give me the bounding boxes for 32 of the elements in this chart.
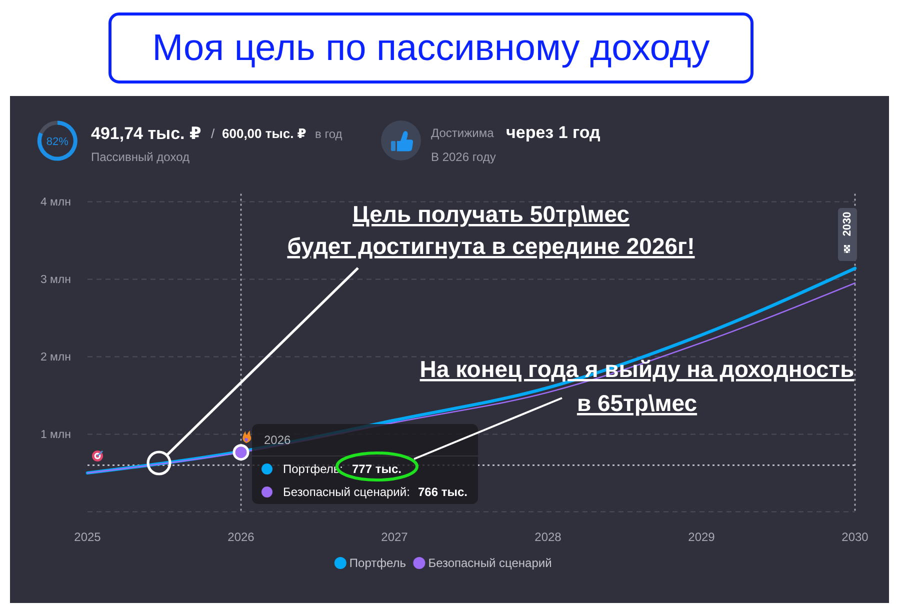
text: 491,74 тыс. ₽	[91, 124, 202, 143]
x-tick-label: 2029	[688, 530, 716, 544]
text: Моя цель по пассивному доходу	[152, 27, 710, 68]
text: через 1 год	[506, 123, 601, 142]
text: В 2026 году	[431, 150, 496, 164]
annotation: 766 тыс.	[418, 485, 468, 499]
legend-label: Портфель	[349, 556, 406, 570]
y-tick-label: 2 млн	[40, 352, 71, 364]
annotation: Цель получать 50тр\мес	[352, 201, 630, 227]
x-tick-label: 2027	[381, 530, 408, 544]
annotation: 2026	[264, 433, 292, 447]
y-tick-label: 1 млн	[40, 429, 71, 442]
text: /	[211, 126, 215, 141]
y-tick-label: 4 млн	[40, 196, 71, 209]
text: Пассивный доход	[91, 150, 190, 164]
x-tick-label: 2026	[228, 530, 255, 544]
annotation: в 65тр\мес	[576, 390, 698, 416]
text: в год	[315, 127, 342, 141]
x-tick-label: 2030	[842, 530, 869, 544]
annotation: Безопасный сценарий:	[283, 485, 410, 499]
annotation: будет достигнута в середине 2026г!	[287, 233, 695, 259]
donut-slice	[37, 120, 78, 161]
x-tick-label: 2028	[534, 530, 562, 544]
y-tick-label: 3 млн	[40, 274, 71, 286]
legend-label: Безопасный сценарий	[428, 556, 552, 570]
text: 600,00 тыс. ₽	[222, 126, 306, 141]
donut-slice	[39, 120, 58, 134]
text: Достижима	[431, 126, 494, 140]
annotation: 777 тыс.	[352, 462, 402, 476]
x-tick-label: 2025	[74, 530, 102, 544]
data-label: 82%	[46, 136, 69, 148]
ref-line-label: 2030	[842, 212, 854, 236]
